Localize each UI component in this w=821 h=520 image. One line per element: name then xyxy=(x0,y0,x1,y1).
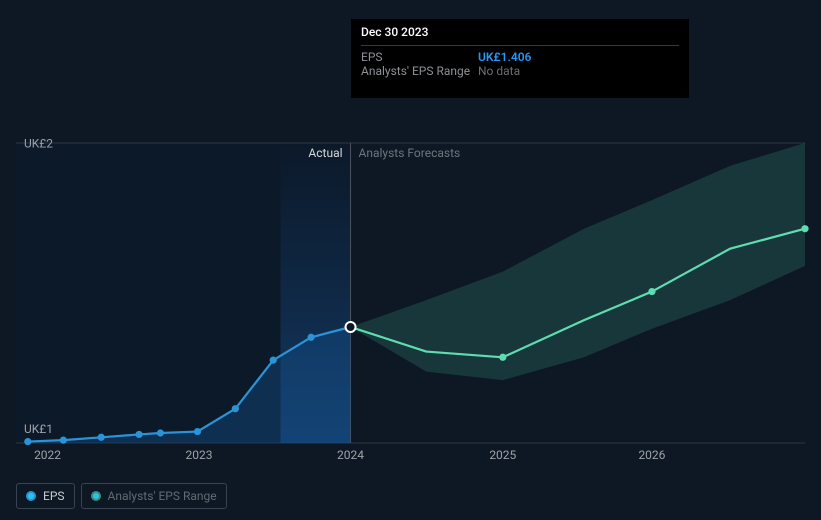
eps-marker[interactable] xyxy=(648,288,655,295)
y-axis-label: UK£1 xyxy=(24,422,53,436)
eps-marker[interactable] xyxy=(801,225,808,232)
tooltip-divider xyxy=(361,45,679,46)
x-axis-label: 2026 xyxy=(638,448,665,462)
eps-marker[interactable] xyxy=(24,438,31,445)
legend-item[interactable]: EPS xyxy=(16,483,75,509)
forecast-range-band xyxy=(351,143,805,380)
eps-marker[interactable] xyxy=(499,354,506,361)
legend-dot-icon xyxy=(26,491,36,501)
eps-marker[interactable] xyxy=(135,431,142,438)
x-axis-label: 2023 xyxy=(186,448,213,462)
eps-marker-highlight[interactable] xyxy=(346,322,356,332)
tooltip-row-value: No data xyxy=(478,64,520,78)
y-axis-label: UK£2 xyxy=(24,136,53,150)
tooltip-row-label: EPS xyxy=(361,50,478,64)
legend-label: EPS xyxy=(43,489,65,503)
legend-item[interactable]: Analysts' EPS Range xyxy=(81,483,227,509)
tooltip-row-label: Analysts' EPS Range xyxy=(361,64,478,78)
chart-container: UK£2 UK£1 Actual Analysts Forecasts 2022 2023… xyxy=(0,0,821,520)
eps-marker[interactable] xyxy=(98,434,105,441)
eps-marker[interactable] xyxy=(60,437,67,444)
eps-marker[interactable] xyxy=(157,429,164,436)
x-axis-label: 2024 xyxy=(337,448,364,462)
eps-marker[interactable] xyxy=(194,428,201,435)
region-label-forecast: Analysts Forecasts xyxy=(359,146,461,160)
legend-label: Analysts' EPS Range xyxy=(108,489,217,503)
tooltip-row-value: UK£1.406 xyxy=(478,50,531,64)
tooltip-row: EPSUK£1.406 xyxy=(361,50,679,64)
eps-marker[interactable] xyxy=(232,405,239,412)
eps-marker[interactable] xyxy=(307,334,314,341)
legend: EPS Analysts' EPS Range xyxy=(16,483,227,509)
tooltip-row: Analysts' EPS RangeNo data xyxy=(361,64,679,78)
x-axis-label: 2025 xyxy=(489,448,516,462)
tooltip-date: Dec 30 2023 xyxy=(361,25,679,43)
x-axis-label: 2022 xyxy=(34,448,61,462)
tooltip: Dec 30 2023 EPSUK£1.406Analysts' EPS Ran… xyxy=(351,19,689,98)
eps-marker[interactable] xyxy=(270,357,277,364)
region-label-actual: Actual xyxy=(308,146,342,160)
legend-dot-icon xyxy=(91,491,101,501)
